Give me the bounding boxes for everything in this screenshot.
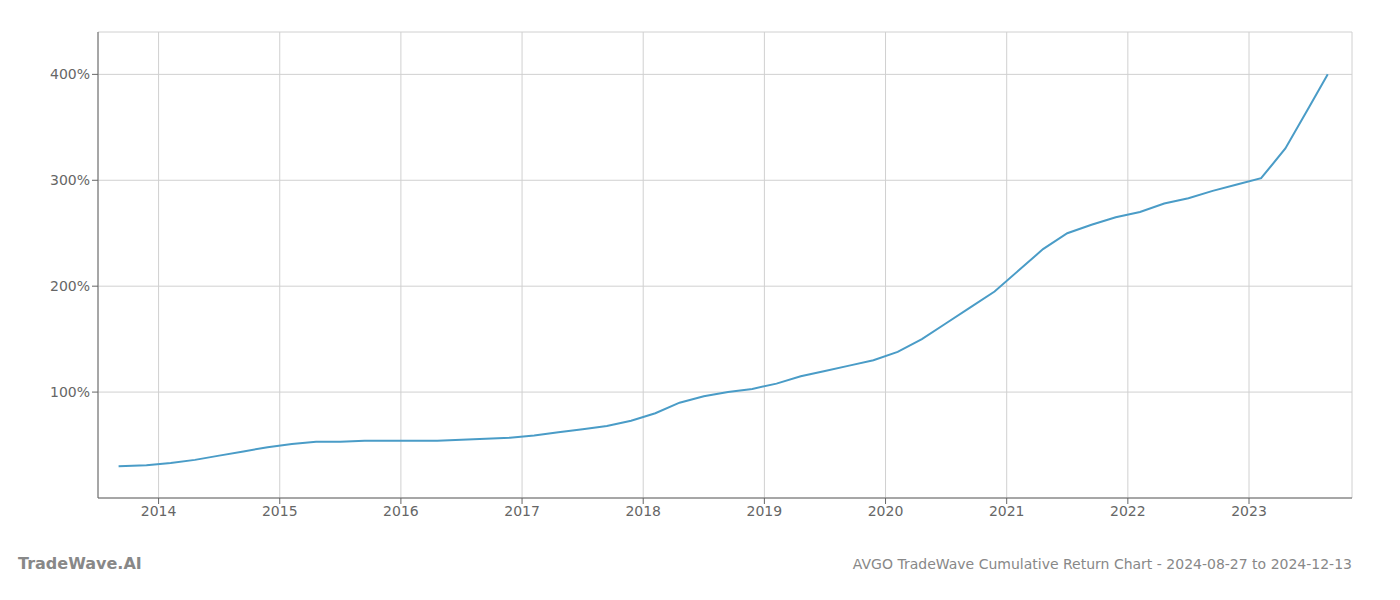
svg-text:300%: 300% — [50, 172, 90, 188]
svg-text:2014: 2014 — [141, 503, 177, 519]
html-text:AVGO TradeWave Cumulative Retu: AVGO TradeWave Cumulative Return Chart -… — [852, 555, 1352, 572]
svg-text:2023: 2023 — [1231, 503, 1267, 519]
svg-text:2020: 2020 — [868, 503, 904, 519]
svg-text:2017: 2017 — [504, 503, 540, 519]
svg-text:100%: 100% — [50, 384, 90, 400]
svg-text:2015: 2015 — [262, 503, 298, 519]
svg-text:2018: 2018 — [625, 503, 661, 519]
svg-text:2022: 2022 — [1110, 503, 1146, 519]
svg-text:2019: 2019 — [747, 503, 783, 519]
svg-text:400%: 400% — [50, 66, 90, 82]
svg-text:200%: 200% — [50, 278, 90, 294]
svg-text:2016: 2016 — [383, 503, 419, 519]
svg-text:2021: 2021 — [989, 503, 1025, 519]
html-text:TradeWave.AI: TradeWave.AI — [18, 554, 142, 573]
